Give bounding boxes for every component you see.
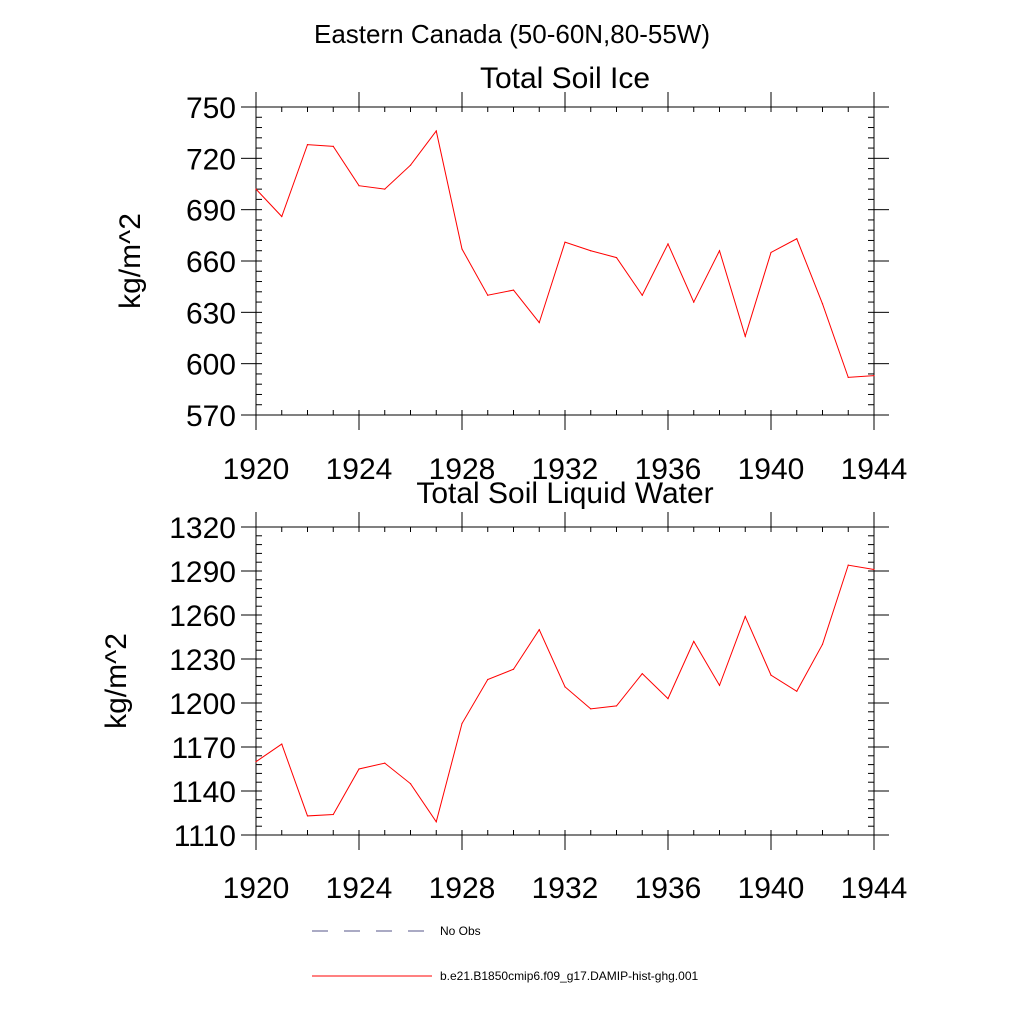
chart1-data-point [744,335,746,337]
chart1-data-point [693,301,695,303]
figure-title: Eastern Canada (50-60N,80-55W) [314,19,710,49]
chart1-y-tick-label: 630 [186,297,236,330]
chart2-data-point [487,678,489,681]
chart2-x-tick-label: 1928 [429,872,496,905]
chart1-y-tick-label: 750 [186,92,236,125]
chart1-x-tick-label: 1936 [635,453,702,486]
legend-label-model-run: b.e21.B1850cmip6.f09_g17.DAMIP-hist-ghg.… [440,969,698,983]
chart2-x-tick-label: 1944 [841,872,908,905]
chart2-data-point [590,708,592,710]
chart1-x-tick-label: 1920 [223,453,290,486]
chart2-data-point [693,640,695,643]
chart2-y-axis-label: kg/m^2 [100,633,133,729]
chart1-data-point [461,248,463,250]
chart2-data-point [770,674,772,676]
chart1-y-tick-label: 690 [186,195,236,228]
chart2-y-tick-label: 1320 [169,512,236,545]
chart1-data-point [770,251,772,254]
legend-item-no-obs: No Obs [312,924,481,938]
chart1-title: Total Soil Ice [480,62,650,95]
chart1-data-point [409,164,412,166]
chart1-data-point [641,294,643,296]
chart2-data-point [873,568,875,571]
chart1-data-point [281,215,283,218]
chart2-x-tick-label: 1940 [738,872,805,905]
legend-item-model-run: b.e21.B1850cmip6.f09_g17.DAMIP-hist-ghg.… [312,969,698,983]
chart1-data-point [590,250,592,252]
chart1-data-point [255,188,257,190]
chart1-data-point [435,130,437,132]
chart2-data-point [667,698,669,700]
chart2-data-point [281,743,283,745]
chart1-data-point [512,289,515,291]
chart2-y-tick-label: 1230 [169,644,236,677]
chart2-data-point [641,673,643,675]
chart2-y-tick-label: 1140 [171,776,236,809]
chart2-data-point [821,643,824,645]
chart2-x-tick-label: 1936 [635,872,702,905]
chart1-data-point [487,294,489,296]
chart2-data-point [306,815,309,817]
chart2-data-point [718,684,721,687]
chart2-y-tick-label: 1290 [169,556,236,589]
chart1-plot-frame [255,106,875,416]
chart1-x-tick-label: 1924 [326,453,393,486]
chart1-x-tick-label: 1944 [841,453,908,486]
chart2-data-point [744,615,746,618]
chart2-y-tick-label: 1260 [169,600,236,633]
chart1-series-line-1 [255,129,875,378]
chart2-plot-frame [255,526,875,836]
chart2-data-point [847,564,849,566]
chart2-data-point [538,629,540,631]
chart1-x-tick-label: 1928 [429,453,496,486]
chart1-panel: Total Soil Ice kg/m^2 570 600 630 660 690 720 75… [114,62,907,486]
chart1-y-tick-label: 660 [186,246,236,279]
chart2-data-point [564,686,566,688]
chart2-data-point [384,762,386,764]
chart1-data-point [873,375,875,377]
legend-label-no-obs: No Obs [440,924,481,938]
chart2-data-point [461,722,463,725]
chart1-data-point [358,185,360,187]
chart1-data-point [306,144,309,146]
chart1-y-tick-label: 570 [186,400,236,433]
chart2-y-tick-label: 1110 [174,820,236,853]
chart2-data-point [615,705,618,707]
chart1-data-point [332,145,334,147]
chart1-data-point [564,241,566,243]
chart1-data-point [667,243,669,245]
chart2-panel: Total Soil Liquid Water kg/m^2 1110 1140 117… [100,477,907,905]
chart1-x-tick-label: 1932 [532,453,599,486]
chart2-data-point [512,668,515,670]
chart2-data-point [332,813,334,816]
chart-panels: Total Soil Ice kg/m^2 570 600 630 660 690 720 75… [100,62,907,905]
chart1-x-tick-label: 1940 [738,453,805,486]
chart1-data-point [718,250,721,252]
chart1-y-tick-label: 600 [186,349,236,382]
chart2-title: Total Soil Liquid Water [416,477,713,510]
chart1-data-point [384,188,386,190]
chart1-data-point [847,376,849,378]
chart2-data-point [796,690,798,692]
chart1-data-point [538,322,540,324]
chart2-data-point [409,783,412,785]
chart2-y-tick-label: 1200 [169,688,236,721]
chart2-data-point [435,821,437,823]
chart1-data-point [796,238,798,240]
chart2-x-tick-label: 1924 [326,872,393,905]
chart2-y-tick-label: 1170 [171,732,236,765]
chart1-data-point [821,303,824,305]
chart1-data-point [615,256,618,259]
chart1-y-tick-label: 720 [186,143,236,176]
chart2-x-tick-label: 1920 [223,872,290,905]
legend: No Obs b.e21.B1850cmip6.f09_g17.DAMIP-hi… [312,924,698,983]
chart2-series-line-1 [255,564,875,823]
chart2-data-point [255,761,257,763]
chart1-y-axis-label: kg/m^2 [114,213,147,309]
chart2-data-point [358,768,360,770]
chart2-x-tick-label: 1932 [532,872,599,905]
